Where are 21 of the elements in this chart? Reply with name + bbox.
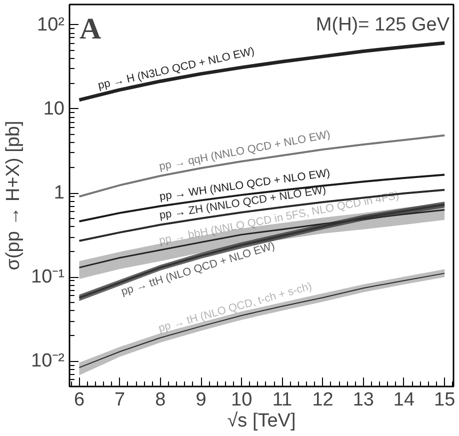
x-tick-label: 12 [312, 390, 334, 410]
y-tick-label: 10⁻² [31, 350, 65, 372]
x-tick-label: 6 [74, 390, 85, 410]
x-tick-label: 13 [352, 390, 374, 410]
x-tick-label: 9 [196, 390, 206, 410]
x-tick-label: 10 [231, 390, 252, 410]
line-series [77, 41, 446, 102]
x-tick-label: 7 [114, 390, 126, 410]
x-tick-label: 11 [272, 390, 292, 410]
annotation: M(H)= 125 GeV [316, 14, 450, 36]
y-axis-title: σ(pp → H+X) [pb] [3, 120, 24, 270]
y-tick-label: 10² [37, 14, 65, 36]
annotation: A [80, 12, 102, 46]
y-tick-label: 1 [54, 182, 65, 204]
y-tick-label: 10⁻¹ [31, 266, 65, 288]
x-tick-label: 8 [155, 390, 166, 410]
x-tick-label: 14 [393, 390, 415, 410]
x-axis-title: √s [TeV] [227, 410, 296, 432]
text: pp → H (N3LO QCD + NLO EW) [96, 45, 256, 92]
x-tick-label: 15 [434, 390, 456, 410]
y-tick-label: 10 [43, 98, 65, 120]
